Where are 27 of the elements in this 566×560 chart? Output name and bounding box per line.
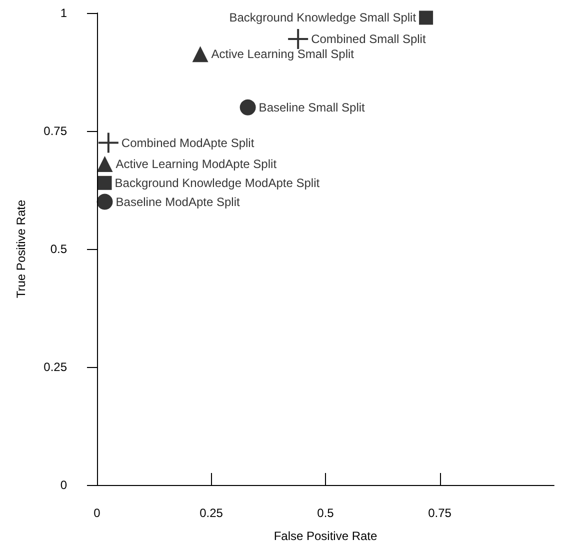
- point: [192, 46, 208, 62]
- series-label: Active Learning ModApte Split: [116, 157, 278, 172]
- y-tick-label: 0.5: [50, 242, 68, 256]
- x-tick-label: 0.75: [428, 506, 452, 520]
- point: [419, 10, 434, 25]
- x-tick-label: 0.5: [317, 506, 334, 520]
- y-tick-label: 0: [60, 478, 68, 492]
- series-label: Baseline ModApte Split: [116, 194, 241, 209]
- point: [96, 194, 113, 210]
- x-tick-label: 0.25: [200, 506, 224, 520]
- series-label: Active Learning Small Split: [211, 47, 355, 62]
- y-tick-label: 0.75: [44, 124, 68, 138]
- point: [96, 156, 113, 172]
- series-label: Baseline Small Split: [258, 100, 366, 114]
- point: [240, 99, 256, 116]
- y-axis-title: True Positive Rate: [14, 200, 28, 298]
- series-label: Combined ModApte Split: [121, 136, 255, 150]
- point: [98, 176, 112, 190]
- x-tick-label: 0: [94, 506, 101, 520]
- series-label: Background Knowledge Small Split: [229, 10, 417, 25]
- y-tick-label: 0.25: [44, 360, 68, 374]
- point: [98, 132, 118, 153]
- series-label: Combined Small Split: [311, 32, 426, 46]
- series-label: Background Knowledge ModApte Split: [114, 176, 320, 190]
- x-axis-title: False Positive Rate: [274, 529, 378, 543]
- point: [288, 28, 308, 49]
- y-tick-label: 1: [60, 6, 68, 20]
